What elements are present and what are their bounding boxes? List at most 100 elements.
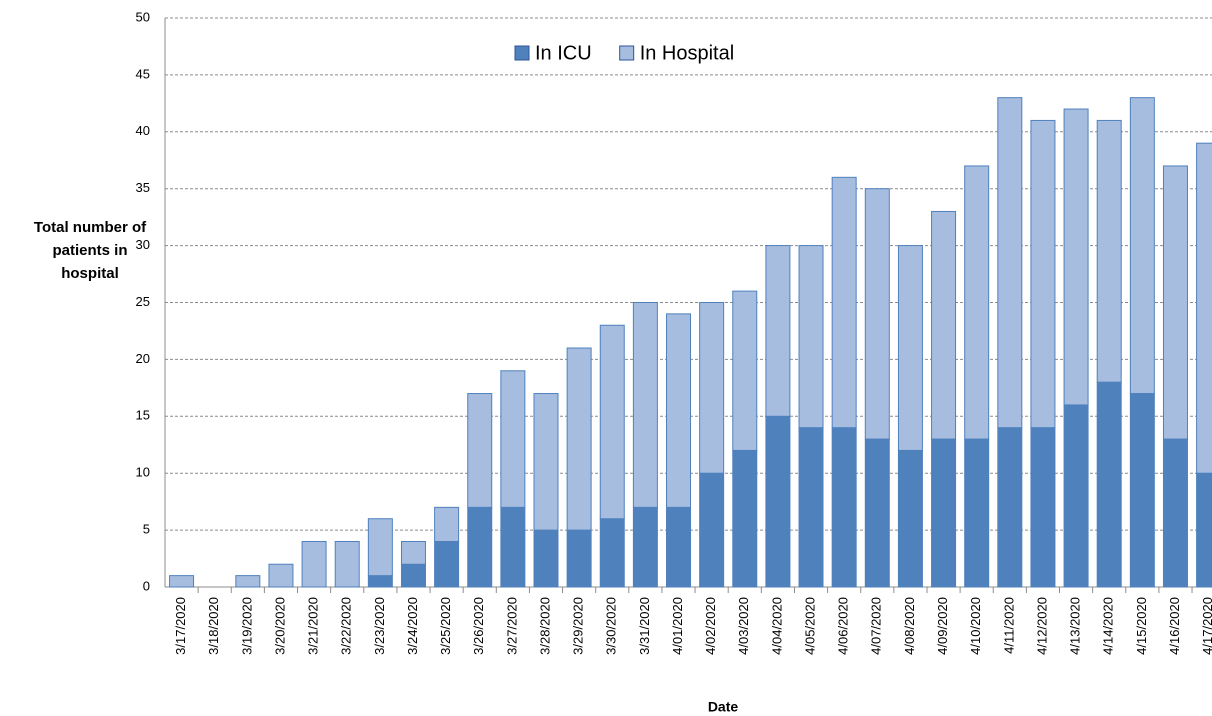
x-tick-label: 3/31/2020 bbox=[637, 597, 652, 655]
x-tick-label: 3/18/2020 bbox=[206, 597, 221, 655]
bar-segment bbox=[666, 506, 692, 588]
bar-segment bbox=[301, 540, 327, 588]
bar-segment bbox=[500, 506, 526, 588]
y-tick-label: 30 bbox=[136, 237, 150, 252]
x-tick-label: 3/20/2020 bbox=[272, 597, 287, 655]
bar-segment bbox=[400, 563, 426, 588]
x-tick-label: 3/26/2020 bbox=[471, 597, 486, 655]
bar-segment bbox=[765, 415, 791, 588]
y-tick-label: 25 bbox=[136, 294, 150, 309]
bar-segment bbox=[1096, 119, 1122, 383]
y-tick-label: 35 bbox=[136, 180, 150, 195]
bar-segment bbox=[997, 97, 1023, 429]
y-tick-label: 40 bbox=[136, 123, 150, 138]
x-tick-label: 3/30/2020 bbox=[604, 597, 619, 655]
bar-segment bbox=[1162, 438, 1188, 588]
y-tick-label: 50 bbox=[136, 9, 150, 24]
bar-segment bbox=[831, 176, 857, 429]
bar-segment bbox=[533, 393, 559, 531]
bar-segment bbox=[666, 313, 692, 508]
bar-segment bbox=[1162, 165, 1188, 440]
bar-segment bbox=[1196, 472, 1212, 588]
bar-segment bbox=[897, 245, 923, 451]
y-tick-label: 0 bbox=[143, 578, 150, 593]
bar-segment bbox=[1030, 119, 1056, 429]
bar-segment bbox=[599, 324, 625, 520]
bar-segment bbox=[235, 575, 261, 588]
bar-segment bbox=[964, 438, 990, 588]
x-tick-label: 4/05/2020 bbox=[802, 597, 817, 655]
bar-segment bbox=[1129, 393, 1155, 588]
x-tick-label: 4/16/2020 bbox=[1167, 597, 1182, 655]
y-tick-label: 5 bbox=[143, 522, 150, 537]
y-axis-title: Total number of patients in hospital bbox=[33, 219, 147, 282]
x-tick-label: 4/02/2020 bbox=[703, 597, 718, 655]
y-tick-label: 45 bbox=[136, 66, 150, 81]
bar-segment bbox=[533, 529, 559, 588]
y-tick-label: 15 bbox=[136, 408, 150, 423]
x-tick-label: 4/17/2020 bbox=[1200, 597, 1212, 655]
bar-segment bbox=[400, 540, 426, 565]
bar-segment bbox=[831, 427, 857, 588]
x-tick-label: 4/11/2020 bbox=[1001, 597, 1016, 654]
bar-segment bbox=[566, 347, 592, 531]
y-tick-label: 10 bbox=[136, 465, 150, 480]
x-tick-label: 4/12/2020 bbox=[1034, 597, 1049, 655]
bar-segment bbox=[964, 165, 990, 440]
x-tick-label: 3/19/2020 bbox=[239, 597, 254, 655]
bar-segment bbox=[500, 370, 526, 508]
x-tick-label: 4/01/2020 bbox=[670, 597, 685, 655]
x-tick-label: 4/14/2020 bbox=[1101, 597, 1116, 655]
bar-segment bbox=[1063, 108, 1089, 406]
bar-segment bbox=[699, 472, 725, 588]
bar-segment bbox=[798, 427, 824, 588]
bar-segment bbox=[732, 290, 758, 451]
bar-segment bbox=[467, 506, 493, 588]
x-tick-label: 4/10/2020 bbox=[968, 597, 983, 655]
x-axis-title: Date bbox=[708, 699, 739, 715]
bar-segment bbox=[732, 449, 758, 588]
x-tick-label: 3/21/2020 bbox=[306, 597, 321, 655]
bar-segment bbox=[897, 449, 923, 588]
bar-segment bbox=[632, 302, 658, 508]
x-tick-label: 4/09/2020 bbox=[935, 597, 950, 655]
legend-label: In ICU bbox=[535, 42, 592, 64]
bar-segment bbox=[864, 188, 890, 440]
bar-segment bbox=[1063, 404, 1089, 588]
bar-segment bbox=[931, 438, 957, 588]
legend-swatch bbox=[514, 45, 530, 61]
bar-segment bbox=[699, 302, 725, 474]
bar-segment bbox=[798, 245, 824, 429]
x-tick-label: 3/27/2020 bbox=[504, 597, 519, 655]
bar-segment bbox=[434, 540, 460, 588]
bar-segment bbox=[1129, 97, 1155, 395]
bar-segment bbox=[931, 210, 957, 440]
x-tick-label: 4/06/2020 bbox=[836, 597, 851, 655]
x-tick-label: 3/25/2020 bbox=[438, 597, 453, 655]
bar-segment bbox=[997, 427, 1023, 588]
bar-segment bbox=[632, 506, 658, 588]
bar-segment bbox=[367, 518, 393, 577]
bar-segment bbox=[765, 245, 791, 417]
x-tick-label: 3/22/2020 bbox=[339, 597, 354, 655]
x-tick-label: 4/08/2020 bbox=[902, 597, 917, 655]
bar-segment bbox=[864, 438, 890, 588]
x-tick-label: 3/17/2020 bbox=[173, 597, 188, 655]
bar-segment bbox=[268, 563, 294, 588]
x-tick-label: 4/04/2020 bbox=[769, 597, 784, 655]
bar-segment bbox=[434, 506, 460, 542]
x-tick-label: 4/07/2020 bbox=[869, 597, 884, 655]
bar-segment bbox=[599, 518, 625, 588]
bar-segment bbox=[1096, 381, 1122, 588]
x-tick-label: 4/15/2020 bbox=[1134, 597, 1149, 655]
legend-swatch bbox=[619, 45, 635, 61]
x-tick-label: 3/23/2020 bbox=[372, 597, 387, 655]
bar-segment bbox=[169, 575, 195, 588]
bar-segment bbox=[367, 575, 393, 588]
x-tick-label: 4/03/2020 bbox=[736, 597, 751, 655]
bar-segment bbox=[566, 529, 592, 588]
x-tick-label: 4/13/2020 bbox=[1068, 597, 1083, 655]
x-tick-label: 3/28/2020 bbox=[537, 597, 552, 655]
